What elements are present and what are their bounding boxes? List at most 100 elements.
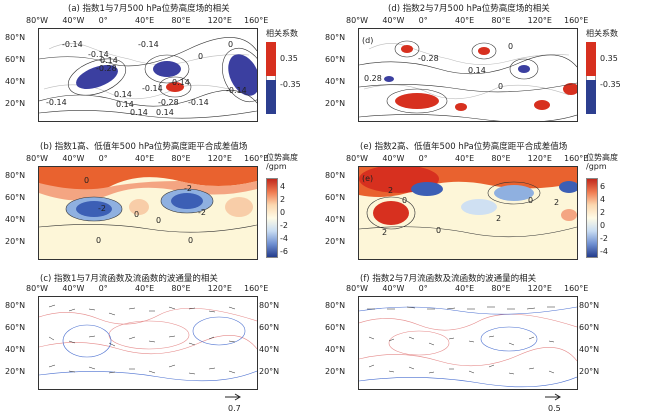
x-tick-label: 40°E	[135, 284, 155, 293]
x-tick-label: 120°E	[527, 154, 552, 163]
contour-label: -0.28	[96, 64, 117, 73]
contour-label: 2	[554, 198, 560, 207]
y-tick-label: 80°N	[325, 171, 346, 180]
contour-label: 0	[84, 176, 90, 185]
x-tick-label: 40°E	[455, 154, 475, 163]
cbar-tick-label: 0	[600, 221, 606, 230]
cbar-corr-a-label-1: -0.35	[280, 80, 301, 89]
panel-a-map	[38, 28, 258, 122]
cbar-height-b-unit: /gpm	[266, 162, 287, 171]
y-tick-label: 60°N	[325, 193, 346, 202]
y-tick-label: 40°N	[5, 215, 26, 224]
contour-label: 2	[388, 186, 394, 195]
contour-label: 0	[228, 40, 234, 49]
contour-label: 0.28	[364, 74, 382, 83]
contour-label: 0.14	[156, 108, 174, 117]
reference-arrow-c	[225, 393, 241, 401]
panel-c-map	[38, 296, 258, 390]
y-tick-label: 80°N	[579, 301, 600, 310]
x-tick-label: 40°E	[455, 16, 475, 25]
panel-d-map	[358, 28, 578, 122]
x-tick-label: 0°	[98, 16, 108, 25]
x-tick-label: 0°	[98, 154, 108, 163]
contour-label: -2	[198, 208, 206, 217]
y-tick-label: 40°N	[325, 215, 346, 224]
reference-value-c: 0.7	[228, 404, 241, 413]
x-tick-label: 40°W	[382, 154, 405, 163]
x-tick-label: 160°E	[244, 154, 269, 163]
x-tick-label: 0°	[418, 154, 428, 163]
contour-label: (d)	[362, 36, 374, 45]
y-tick-label: 60°N	[259, 323, 280, 332]
x-tick-label: 80°E	[171, 154, 191, 163]
cbar-height-b-title: 位势高度	[266, 153, 298, 162]
x-tick-label: 80°E	[491, 16, 511, 25]
cbar-height-e-unit: /gpm	[586, 162, 607, 171]
contour-label: 0.14	[468, 66, 486, 75]
cbar-corr-a	[266, 42, 276, 114]
y-tick-label: 60°N	[5, 55, 26, 64]
y-tick-label: 20°N	[259, 367, 280, 376]
contour-label: -0.14	[142, 84, 163, 93]
x-tick-label: 40°W	[62, 16, 85, 25]
x-tick-label: 80°W	[26, 284, 49, 293]
contour-label: -0.14	[226, 86, 247, 95]
contour-label: 0.14	[100, 56, 118, 65]
y-tick-label: 40°N	[325, 345, 346, 354]
cbar-corr-d-label-1: -0.35	[600, 80, 621, 89]
contour-label: 0.14	[114, 90, 132, 99]
y-tick-label: 20°N	[5, 367, 26, 376]
x-tick-label: 0°	[98, 284, 108, 293]
cbar-corr-a-title: 相关系数	[266, 29, 298, 38]
x-tick-label: 160°E	[244, 284, 269, 293]
contour-label: 0	[498, 82, 504, 91]
contour-label: -0.14	[88, 50, 109, 59]
contour-label: 0	[156, 216, 162, 225]
y-tick-label: 20°N	[325, 367, 346, 376]
contour-label: 0	[508, 42, 514, 51]
contour-label: -0.14	[138, 40, 159, 49]
contour-label: -0.14	[62, 40, 83, 49]
contour-label: -0.14	[188, 98, 209, 107]
contour-label: (e)	[362, 174, 374, 183]
y-tick-label: 20°N	[325, 237, 346, 246]
cbar-tick-label: 2	[600, 208, 606, 217]
contour-label: 0	[96, 236, 102, 245]
x-tick-label: 80°W	[346, 154, 369, 163]
x-tick-label: 40°W	[382, 16, 405, 25]
contour-label: 0.14	[116, 100, 134, 109]
y-tick-label: 80°N	[5, 301, 26, 310]
x-tick-label: 40°W	[382, 284, 405, 293]
y-tick-label: 60°N	[5, 323, 26, 332]
cbar-tick-label: -2	[280, 221, 288, 230]
cbar-tick-label: 2	[280, 195, 286, 204]
contour-label: -2	[184, 184, 192, 193]
contour-label: 0.14	[130, 108, 148, 117]
x-tick-label: 120°E	[207, 284, 232, 293]
y-tick-label: 80°N	[5, 171, 26, 180]
panel-f-title: (f) 指数2与7月流函数及流函数的波通量的相关	[360, 274, 537, 284]
cbar-tick-label: -4	[600, 247, 608, 256]
contour-label: 0	[436, 226, 442, 235]
x-tick-label: 120°E	[527, 284, 552, 293]
x-tick-label: 160°E	[244, 16, 269, 25]
y-tick-label: 80°N	[325, 301, 346, 310]
x-tick-label: 80°W	[346, 284, 369, 293]
y-tick-label: 20°N	[5, 99, 26, 108]
contour-label: -0.28	[158, 98, 179, 107]
contour-label: 2	[382, 228, 388, 237]
panel-e-map	[358, 166, 578, 260]
x-tick-label: 40°E	[455, 284, 475, 293]
x-tick-label: 80°W	[26, 154, 49, 163]
y-tick-label: 40°N	[259, 345, 280, 354]
cbar-tick-label: -4	[280, 234, 288, 243]
x-tick-label: 80°W	[346, 16, 369, 25]
x-tick-label: 40°W	[62, 154, 85, 163]
y-tick-label: 60°N	[5, 193, 26, 202]
y-tick-label: 80°N	[5, 33, 26, 42]
cbar-height-e-title: 位势高度	[586, 153, 618, 162]
y-tick-label: 40°N	[5, 345, 26, 354]
panel-b-map	[38, 166, 258, 260]
cbar-tick-label: -2	[600, 234, 608, 243]
x-tick-label: 80°E	[171, 16, 191, 25]
